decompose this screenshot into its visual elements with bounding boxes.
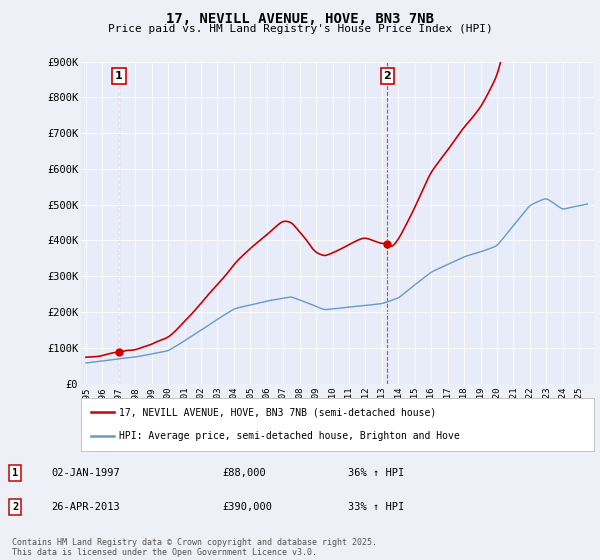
Text: 26-APR-2013: 26-APR-2013: [51, 502, 120, 512]
Text: 33% ↑ HPI: 33% ↑ HPI: [348, 502, 404, 512]
Text: 02-JAN-1997: 02-JAN-1997: [51, 468, 120, 478]
Text: £390,000: £390,000: [222, 502, 272, 512]
Text: Contains HM Land Registry data © Crown copyright and database right 2025.
This d: Contains HM Land Registry data © Crown c…: [12, 538, 377, 557]
Text: HPI: Average price, semi-detached house, Brighton and Hove: HPI: Average price, semi-detached house,…: [119, 431, 460, 441]
Text: 36% ↑ HPI: 36% ↑ HPI: [348, 468, 404, 478]
Text: 2: 2: [383, 71, 391, 81]
Text: 17, NEVILL AVENUE, HOVE, BN3 7NB (semi-detached house): 17, NEVILL AVENUE, HOVE, BN3 7NB (semi-d…: [119, 408, 437, 418]
Text: 2: 2: [12, 502, 18, 512]
Text: £88,000: £88,000: [222, 468, 266, 478]
Text: Price paid vs. HM Land Registry's House Price Index (HPI): Price paid vs. HM Land Registry's House …: [107, 24, 493, 34]
Text: 1: 1: [115, 71, 123, 81]
Text: 17, NEVILL AVENUE, HOVE, BN3 7NB: 17, NEVILL AVENUE, HOVE, BN3 7NB: [166, 12, 434, 26]
Text: 1: 1: [12, 468, 18, 478]
